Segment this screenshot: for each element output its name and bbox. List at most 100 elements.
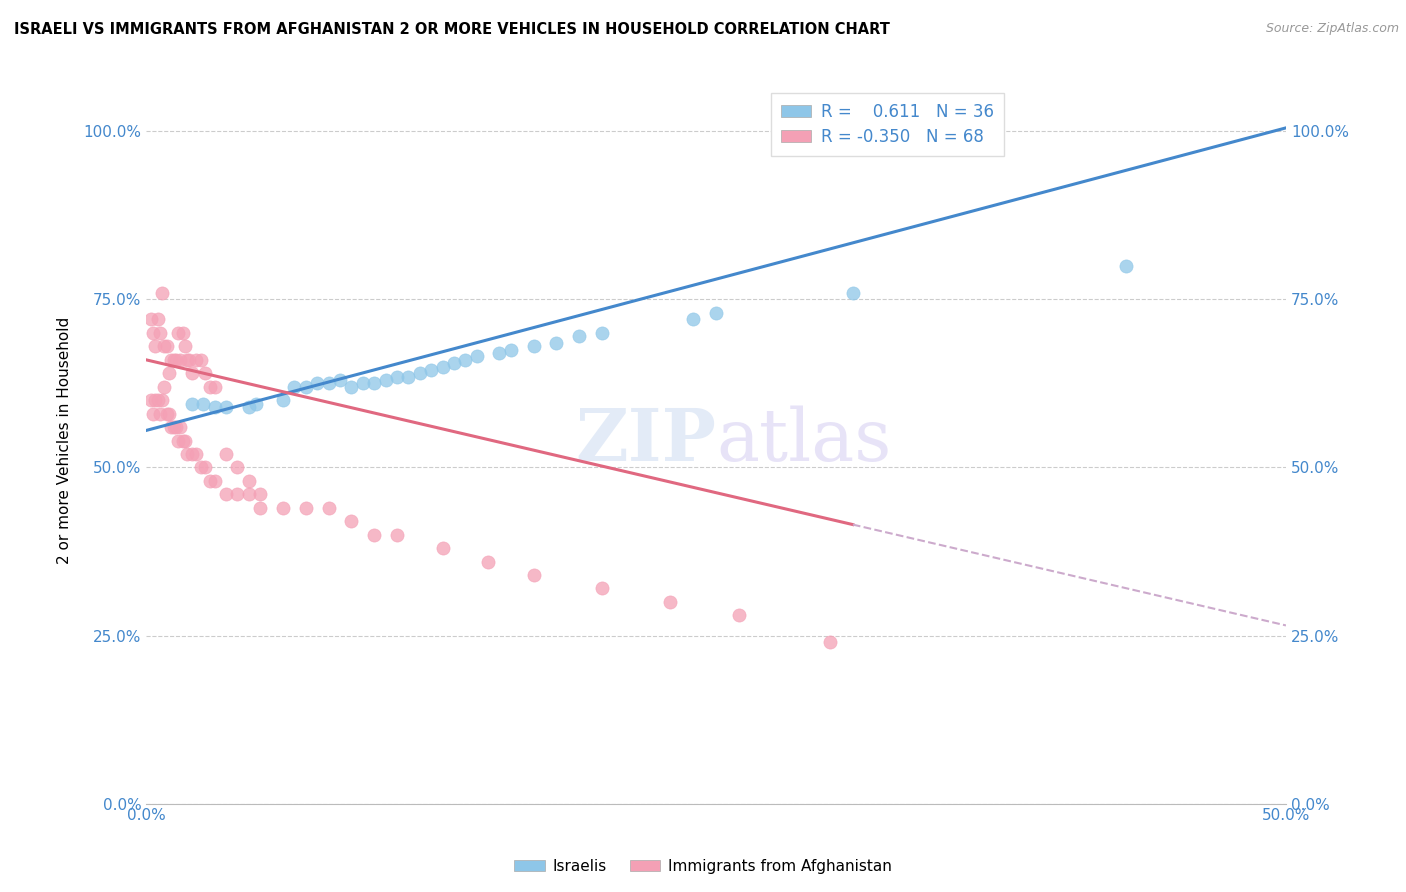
Point (396, 369, 419, 384)
Point (238, 474, 260, 488)
Point (142, 407, 165, 421)
Point (180, 447, 202, 461)
Point (150, 285, 173, 300)
Point (179, 352, 201, 367)
Point (160, 420, 183, 434)
Point (294, 500, 316, 515)
Point (465, 350, 488, 364)
Point (191, 396, 214, 410)
Point (704, 306, 727, 320)
Legend: R =    0.611   N = 36, R = -0.350   N = 68: R = 0.611 N = 36, R = -0.350 N = 68 (770, 93, 1004, 156)
Point (238, 487, 260, 501)
Point (659, 595, 682, 609)
Point (180, 366, 202, 380)
Point (591, 326, 613, 340)
Point (143, 393, 166, 408)
Point (186, 447, 208, 461)
Point (204, 380, 226, 394)
Point (215, 487, 238, 501)
Point (194, 366, 217, 380)
Point (454, 352, 477, 367)
Point (156, 339, 179, 353)
Point (146, 393, 169, 408)
Point (180, 396, 202, 410)
Point (156, 407, 179, 421)
Point (139, 312, 162, 326)
Point (340, 514, 363, 528)
Point (190, 352, 212, 367)
Point (546, 336, 568, 351)
Point (340, 380, 363, 394)
Point (149, 407, 172, 421)
Point (363, 527, 385, 541)
Point (198, 380, 221, 394)
Point (157, 366, 180, 380)
Point (172, 326, 194, 340)
Point (374, 373, 396, 387)
Point (842, 285, 865, 300)
Point (165, 352, 187, 367)
Point (204, 474, 226, 488)
Point (523, 568, 546, 582)
Legend: Israelis, Immigrants from Afghanistan: Israelis, Immigrants from Afghanistan (508, 853, 898, 880)
Point (329, 373, 352, 387)
Point (186, 352, 208, 367)
Point (488, 346, 510, 360)
Point (153, 339, 176, 353)
Point (174, 339, 197, 353)
Point (352, 376, 374, 391)
Point (160, 352, 183, 367)
Point (226, 487, 249, 501)
Point (146, 312, 169, 326)
Point (245, 396, 267, 410)
Text: ISRAELI VS IMMIGRANTS FROM AFGHANISTAN 2 OR MORE VEHICLES IN HOUSEHOLD CORRELATI: ISRAELI VS IMMIGRANTS FROM AFGHANISTAN 2… (14, 22, 890, 37)
Text: atlas: atlas (716, 405, 891, 475)
Y-axis label: 2 or more Vehicles in Household: 2 or more Vehicles in Household (58, 317, 72, 564)
Point (174, 434, 197, 448)
Point (249, 500, 271, 515)
Point (157, 407, 180, 421)
Point (568, 329, 591, 343)
Point (818, 635, 841, 649)
Point (591, 582, 613, 596)
Point (172, 434, 194, 448)
Point (215, 447, 238, 461)
Point (443, 356, 465, 370)
Point (318, 500, 340, 515)
Point (149, 326, 172, 340)
Point (143, 339, 166, 353)
Point (477, 555, 499, 569)
Text: Source: ZipAtlas.com: Source: ZipAtlas.com (1265, 22, 1399, 36)
Point (194, 460, 217, 475)
Point (271, 500, 294, 515)
Point (176, 352, 198, 367)
Point (271, 393, 294, 408)
Point (162, 420, 184, 434)
Point (385, 369, 408, 384)
Point (215, 400, 238, 414)
Point (139, 393, 162, 408)
Point (162, 352, 184, 367)
Point (307, 376, 329, 391)
Point (169, 420, 191, 434)
Point (226, 460, 249, 475)
Text: ZIP: ZIP (575, 405, 716, 476)
Point (176, 447, 198, 461)
Point (198, 474, 221, 488)
Point (385, 527, 408, 541)
Point (283, 380, 305, 394)
Point (238, 400, 260, 414)
Point (409, 366, 432, 380)
Point (682, 312, 704, 326)
Point (294, 380, 316, 394)
Point (432, 359, 454, 374)
Point (167, 434, 190, 448)
Point (165, 420, 187, 434)
Point (499, 343, 522, 357)
Point (150, 393, 173, 408)
Point (523, 339, 546, 353)
Point (249, 487, 271, 501)
Point (190, 460, 212, 475)
Point (432, 541, 454, 555)
Point (142, 326, 165, 340)
